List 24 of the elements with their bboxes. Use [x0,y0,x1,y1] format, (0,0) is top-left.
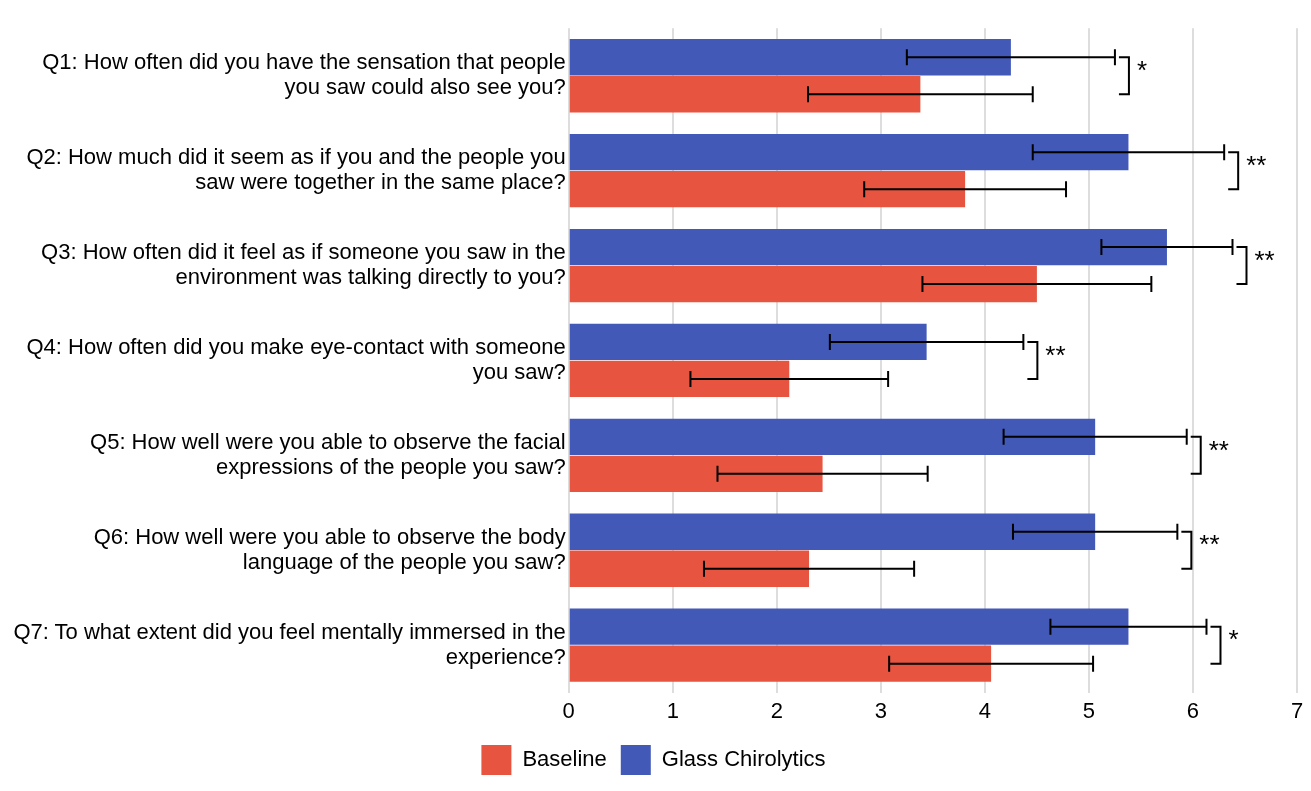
legend-label: Glass Chirolytics [661,746,826,772]
annotation: ** [1254,244,1275,275]
y-tick-label: Q4: How often did you make eye-contact with someone you saw? [26,333,566,385]
annotation: ** [1045,339,1066,370]
y-tick-label: Q2: How much did it seem as if you and the people you saw were together in the same place? [26,144,566,195]
y-tick-label: Q6: How well were you able to observe the body language of the people you saw? [93,523,566,574]
y-tick-label: Q1: How often did you have the sensation that people you saw could also see you? [42,49,566,100]
legend-label: Baseline [522,746,607,772]
y-tick-label: Q5: How well were you able to observe the facial expressions of the people you saw? [90,428,566,480]
annotation: ** [1246,149,1267,180]
x-tick-label: 7 [1290,697,1304,723]
annotation: ** [1208,434,1229,465]
x-tick-label: 2 [770,697,783,723]
annotation: * [1228,624,1239,655]
x-tick-label: 5 [1082,697,1096,723]
y-tick-label: Q3: How often did it feel as if someone you saw in the environment was talking directly to you? [41,238,566,290]
annotation: ** [1199,529,1220,560]
x-tick-label: 1 [666,697,679,723]
y-tick-label: Q7: To what extent did you feel mentally immersed in the experience? [13,618,566,669]
annotation: * [1136,54,1148,85]
x-tick-label: 6 [1186,697,1200,723]
x-tick-label: 0 [562,697,575,723]
x-tick-label: 4 [978,697,991,723]
x-tick-label: 3 [874,697,887,723]
